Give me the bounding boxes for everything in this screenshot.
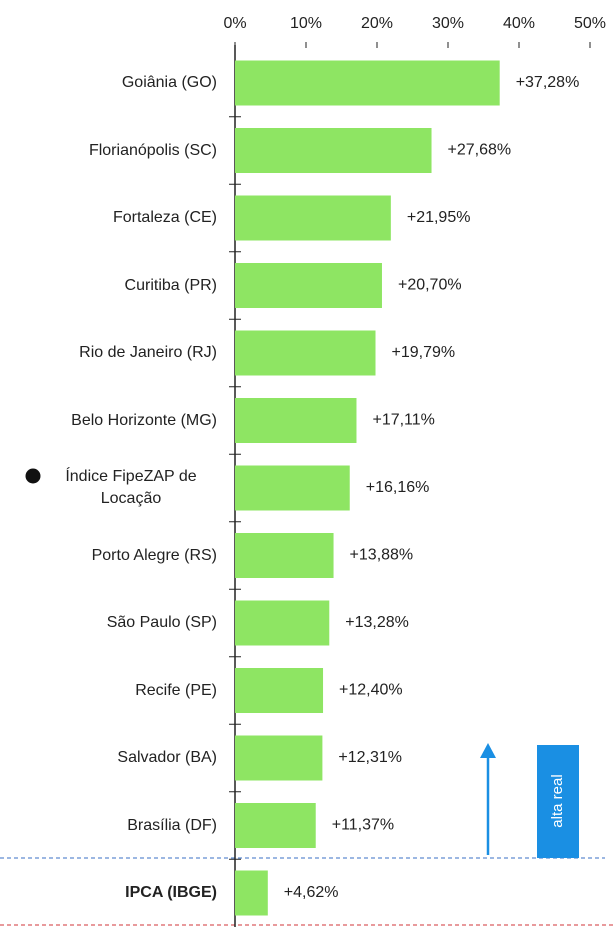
bar [235,533,334,578]
x-tick-label: 30% [432,15,464,32]
bar [235,263,382,308]
x-tick-label: 20% [361,15,393,32]
value-label: +20,70% [398,277,462,294]
x-tick-label: 10% [290,15,322,32]
category-label: Salvador (BA) [117,749,217,766]
annotation-box [537,745,579,858]
category-label: Rio de Janeiro (RJ) [79,344,217,361]
value-label: +11,37% [332,817,394,834]
value-label: +27,68% [448,142,512,159]
x-tick-label: 0% [223,15,246,32]
bar [235,195,391,241]
value-label: +17,11% [372,412,434,429]
category-label: Porto Alegre (RS) [91,546,217,564]
bar [235,870,268,916]
value-label: +13,28% [345,614,409,631]
bar [235,60,500,106]
arrow-head [480,743,496,758]
category-label: Curitiba (PR) [124,276,217,294]
category-label: Belo Horizonte (MG) [71,411,217,429]
value-label: +16,16% [366,479,430,496]
value-label: +13,88% [350,547,414,564]
bar [235,465,350,511]
bar [235,600,330,646]
bar [235,398,357,443]
category-label: Brasília (DF) [127,816,217,834]
bar [235,330,376,376]
value-label: +12,31% [338,749,402,766]
annotation: alta real [549,774,566,827]
value-label: +12,40% [339,682,403,699]
bar [235,735,323,781]
value-label: +37,28% [516,74,580,91]
category-label: Fortaleza (CE) [112,209,217,226]
value-label: +21,95% [407,209,471,226]
category-label: Florianópolis (SC) [88,141,217,159]
category-label: Goiânia (GO) [121,74,217,91]
x-tick-label: 40% [503,15,535,32]
bar [235,668,324,713]
bar [235,803,316,848]
category-label: Índice FipeZAP de Locação [65,468,197,507]
category-label: Recife (PE) [135,681,217,699]
category-label: São Paulo (SP) [106,614,217,631]
value-label: +4,62% [284,884,339,901]
value-label: +19,79% [392,344,456,361]
category-label: IPCA (IBGE) [125,884,217,901]
x-tick-label: 50% [574,15,606,32]
marker-dot [25,468,41,484]
bar [235,128,432,173]
